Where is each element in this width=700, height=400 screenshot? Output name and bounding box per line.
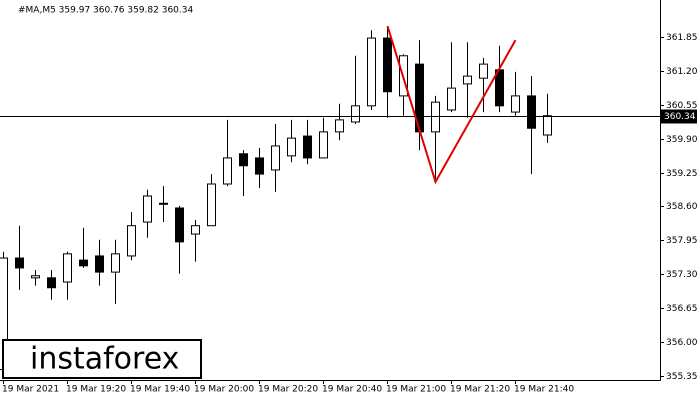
candle-body: [143, 195, 152, 223]
candle-body: [79, 259, 88, 267]
y-tick-label: 355.35: [666, 372, 698, 382]
x-tick-label: 19 Mar 19:20: [66, 385, 126, 395]
x-tick-label: 19 Mar 21:40: [514, 385, 574, 395]
candle-body: [447, 87, 456, 111]
y-tick-label: 359.25: [666, 169, 698, 179]
candle-body: [463, 75, 472, 85]
x-tick-label: 19 Mar 20:40: [322, 385, 382, 395]
y-tick-label: 360.55: [666, 101, 698, 111]
candle-body: [207, 183, 216, 227]
candle-body: [543, 115, 552, 136]
candle-body: [31, 275, 40, 279]
x-tick-label: 19 Mar 21:20: [450, 385, 510, 395]
y-tick-label: 358.60: [666, 202, 698, 212]
x-tick-label: 19 Mar 20:20: [258, 385, 318, 395]
candle-body: [159, 202, 168, 205]
candle-body: [527, 95, 536, 129]
x-tick-label: 19 Mar 2021: [2, 385, 59, 395]
x-tick-label: 19 Mar 20:00: [194, 385, 254, 395]
candle-body: [95, 255, 104, 273]
candle-body: [479, 63, 488, 79]
pattern-line: [386, 25, 517, 185]
candle-body: [223, 157, 232, 185]
candle-body: [175, 207, 184, 243]
candle-body: [47, 277, 56, 289]
candle-body: [63, 253, 72, 283]
x-tick-label: 19 Mar 19:40: [130, 385, 190, 395]
candle-body: [335, 119, 344, 133]
y-tick-label: 356.65: [666, 304, 698, 314]
candle-body: [351, 105, 360, 123]
x-tick-label: 19 Mar 21:00: [386, 385, 446, 395]
candle-body: [127, 225, 136, 257]
y-tick-label: 356.00: [666, 338, 698, 348]
chart-title: #MA,M5 359.97 360.76 359.82 360.34: [18, 6, 193, 16]
y-tick-label: 361.20: [666, 67, 698, 77]
candle-body: [191, 225, 200, 235]
candle-body: [287, 137, 296, 157]
candle-body: [367, 37, 376, 107]
candle-body: [511, 95, 520, 113]
candle-body: [15, 257, 24, 269]
last-price-label: 360.34: [664, 112, 696, 122]
candle-body: [319, 131, 328, 159]
candle-body: [303, 135, 312, 159]
watermark: instaforex: [30, 342, 179, 377]
candle-body: [271, 145, 280, 171]
watermark-box: [2, 339, 202, 379]
candle-body: [255, 157, 264, 175]
candle-body: [431, 101, 440, 133]
y-tick-label: 357.30: [666, 270, 698, 280]
last-price-box: [661, 109, 697, 124]
y-tick-label: 357.95: [666, 236, 698, 246]
candle-body: [383, 37, 392, 93]
candle-body: [239, 153, 248, 167]
candle-body: [111, 253, 120, 273]
y-tick-label: 361.85: [666, 33, 698, 43]
y-tick-label: 359.90: [666, 135, 698, 145]
